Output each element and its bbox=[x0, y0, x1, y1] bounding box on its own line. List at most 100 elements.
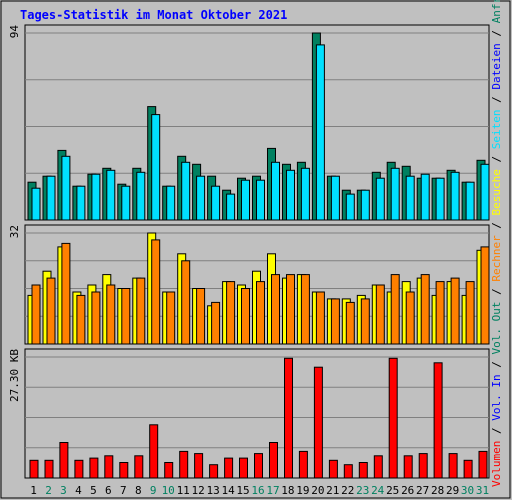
bar-volumen-day-23 bbox=[358, 462, 368, 479]
legend-separator: / bbox=[490, 149, 503, 169]
bar-volumen-day-27 bbox=[418, 453, 428, 479]
right-legend: Volumen / Vol. In / Vol. Out / Rechner /… bbox=[490, 0, 503, 487]
x-tick-label: 20 bbox=[311, 484, 324, 497]
bar-dateien-day-18 bbox=[286, 169, 295, 221]
legend-separator: / bbox=[490, 215, 503, 235]
bar-dateien-day-19 bbox=[300, 167, 310, 221]
series-volumen bbox=[29, 357, 488, 479]
x-tick-label: 10 bbox=[162, 484, 175, 497]
bar-volumen-day-8 bbox=[134, 455, 144, 479]
bar-dateien-day-20 bbox=[315, 44, 325, 221]
legend-vol-in: Vol. In bbox=[490, 374, 503, 420]
bar-rechner-day-17 bbox=[271, 274, 280, 345]
x-tick-label: 22 bbox=[341, 484, 354, 497]
bar-rechner-day-9 bbox=[151, 239, 161, 345]
bar-dateien-day-25 bbox=[390, 167, 400, 221]
x-tick-label: 27 bbox=[416, 484, 429, 497]
bar-volumen-day-9 bbox=[149, 424, 159, 479]
bar-dateien-day-30 bbox=[465, 181, 475, 221]
legend-separator: / bbox=[490, 421, 503, 441]
bar-dateien-day-11 bbox=[181, 161, 191, 221]
x-tick-label: 26 bbox=[401, 484, 414, 497]
bar-volumen-day-6 bbox=[104, 455, 114, 479]
bar-dateien-day-12 bbox=[196, 175, 206, 221]
bar-dateien-day-23 bbox=[360, 189, 370, 221]
bar-rechner-day-21 bbox=[330, 298, 340, 345]
bar-rechner-day-20 bbox=[315, 291, 325, 345]
bar-volumen-day-28 bbox=[433, 362, 443, 479]
x-tick-label: 11 bbox=[177, 484, 190, 497]
bar-volumen-day-11 bbox=[179, 450, 189, 479]
bar-volumen-day-14 bbox=[224, 457, 234, 479]
legend-dateien: Dateien bbox=[490, 43, 503, 89]
x-tick-label: 18 bbox=[281, 484, 294, 497]
bar-volumen-day-30 bbox=[463, 459, 473, 479]
bar-volumen-day-4 bbox=[74, 459, 84, 479]
bar-volumen-day-17 bbox=[269, 442, 278, 479]
x-tick-label: 2 bbox=[45, 484, 52, 497]
bar-rechner-day-11 bbox=[181, 260, 191, 345]
bar-dateien-day-13 bbox=[211, 185, 221, 221]
bar-volumen-day-21 bbox=[328, 459, 338, 479]
panel-middle: 32 bbox=[8, 224, 490, 345]
legend-separator: / bbox=[490, 282, 503, 302]
bar-dateien-day-9 bbox=[151, 114, 161, 221]
x-tick-label: 4 bbox=[75, 484, 82, 497]
x-axis: 1 2 3 4 5 6 7 8 9 10 11 12 13 14 15 16 17 18 19 20 21 22 23 24 2… bbox=[30, 484, 489, 497]
bar-rechner-day-13 bbox=[211, 301, 221, 345]
bar-rechner-day-30 bbox=[465, 281, 475, 345]
bar-rechner-day-4 bbox=[76, 294, 86, 345]
bar-rechner-day-31 bbox=[480, 246, 490, 345]
x-tick-label: 17 bbox=[266, 484, 279, 497]
series-dateien bbox=[31, 44, 490, 221]
legend-separator: / bbox=[490, 23, 503, 43]
bar-volumen-day-5 bbox=[89, 457, 99, 479]
bar-volumen-day-24 bbox=[373, 455, 383, 479]
bar-rechner-day-25 bbox=[390, 274, 400, 345]
bar-volumen-day-22 bbox=[343, 464, 353, 479]
x-tick-label: 14 bbox=[221, 484, 235, 497]
bar-dateien-day-21 bbox=[330, 175, 340, 221]
bar-dateien-day-29 bbox=[450, 171, 460, 221]
bar-dateien-day-17 bbox=[271, 161, 280, 221]
x-tick-label: 6 bbox=[105, 484, 112, 497]
bar-rechner-day-22 bbox=[345, 301, 355, 345]
legend-besuche: Besuche bbox=[490, 169, 503, 215]
bar-dateien-day-28 bbox=[435, 177, 445, 221]
panel-top-max-label: 94 bbox=[8, 25, 21, 39]
bar-dateien-day-2 bbox=[46, 175, 56, 221]
bar-volumen-day-2 bbox=[44, 459, 54, 479]
bar-rechner-day-29 bbox=[450, 277, 460, 345]
bar-volumen-day-20 bbox=[313, 366, 323, 479]
bar-dateien-day-5 bbox=[91, 173, 101, 221]
bar-rechner-day-8 bbox=[136, 277, 146, 345]
bar-volumen-day-10 bbox=[164, 462, 174, 479]
bar-volumen-day-1 bbox=[29, 459, 39, 479]
legend-separator: / bbox=[490, 355, 503, 375]
x-tick-label: 24 bbox=[371, 484, 385, 497]
panel-bottom-max-label: 27.30 KB bbox=[8, 349, 21, 402]
x-tick-label: 28 bbox=[431, 484, 444, 497]
bar-dateien-day-22 bbox=[345, 193, 355, 221]
x-tick-label: 16 bbox=[251, 484, 264, 497]
bar-rechner-day-12 bbox=[196, 288, 206, 345]
bar-rechner-day-18 bbox=[286, 274, 295, 345]
bar-dateien-day-26 bbox=[405, 175, 415, 221]
bar-volumen-day-7 bbox=[119, 462, 129, 479]
panel-middle-max-label: 32 bbox=[8, 225, 21, 238]
bar-rechner-day-6 bbox=[106, 284, 116, 345]
bar-dateien-day-10 bbox=[166, 185, 176, 221]
bar-rechner-day-10 bbox=[166, 291, 176, 345]
bar-volumen-day-16 bbox=[254, 453, 263, 479]
series-rechner bbox=[31, 239, 490, 345]
x-tick-label: 13 bbox=[206, 484, 219, 497]
bar-dateien-day-31 bbox=[480, 163, 490, 221]
x-tick-label: 15 bbox=[236, 484, 249, 497]
x-tick-label: 25 bbox=[386, 484, 399, 497]
bar-volumen-day-13 bbox=[209, 464, 219, 479]
x-tick-label: 19 bbox=[296, 484, 309, 497]
x-tick-label: 31 bbox=[476, 484, 489, 497]
x-tick-label: 23 bbox=[356, 484, 369, 497]
x-tick-label: 9 bbox=[150, 484, 157, 497]
